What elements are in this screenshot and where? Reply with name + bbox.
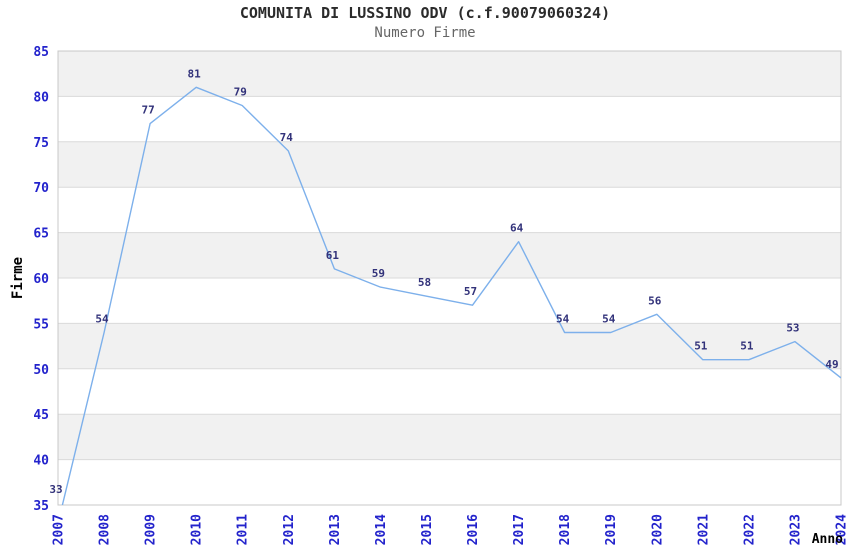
x-axis-title: Anno bbox=[812, 532, 843, 547]
data-label: 33 bbox=[49, 483, 62, 496]
data-label: 56 bbox=[648, 294, 662, 307]
data-label: 53 bbox=[786, 322, 799, 335]
data-label: 74 bbox=[280, 131, 294, 144]
x-tick-label: 2018 bbox=[558, 514, 573, 545]
y-tick-label: 40 bbox=[33, 454, 49, 469]
x-tick-label: 2022 bbox=[742, 514, 757, 545]
data-label: 58 bbox=[418, 276, 431, 289]
series-line bbox=[61, 86, 841, 505]
y-tick-label: 80 bbox=[33, 90, 49, 105]
data-label: 51 bbox=[694, 340, 708, 353]
x-tick-label: 2007 bbox=[52, 514, 67, 545]
y-tick-label: 50 bbox=[33, 363, 49, 378]
y-tick-label: 70 bbox=[33, 181, 49, 196]
x-tick-label: 2010 bbox=[190, 514, 205, 545]
x-tick-label: 2017 bbox=[512, 514, 527, 545]
y-tick-label: 55 bbox=[33, 317, 49, 332]
y-tick-label: 75 bbox=[33, 136, 49, 151]
y-tick-label: 45 bbox=[33, 408, 49, 423]
plot-band bbox=[58, 232, 841, 278]
data-label: 54 bbox=[602, 312, 616, 325]
x-tick-label: 2020 bbox=[650, 514, 665, 545]
data-label: 77 bbox=[141, 104, 154, 117]
data-label: 64 bbox=[510, 222, 524, 235]
data-label: 49 bbox=[825, 358, 838, 371]
y-tick-label: 35 bbox=[33, 499, 49, 514]
x-tick-label: 2011 bbox=[236, 514, 251, 545]
x-tick-label: 2016 bbox=[466, 514, 481, 545]
data-label: 51 bbox=[740, 340, 754, 353]
x-tick-label: 2023 bbox=[788, 514, 803, 545]
data-label: 57 bbox=[464, 285, 477, 298]
plot-band bbox=[58, 414, 841, 460]
x-tick-label: 2024 bbox=[835, 514, 850, 545]
data-label: 54 bbox=[95, 312, 109, 325]
data-label: 59 bbox=[372, 267, 385, 280]
plot-band bbox=[58, 323, 841, 369]
x-tick-label: 2009 bbox=[144, 514, 159, 545]
x-tick-label: 2021 bbox=[696, 514, 711, 545]
data-label: 61 bbox=[326, 249, 340, 262]
chart-title: COMUNITA DI LUSSINO ODV (c.f.90079060324… bbox=[239, 4, 611, 22]
x-tick-label: 2015 bbox=[420, 514, 435, 545]
y-tick-label: 65 bbox=[33, 227, 49, 242]
data-label: 79 bbox=[234, 85, 247, 98]
x-tick-label: 2019 bbox=[604, 514, 619, 545]
x-tick-label: 2013 bbox=[328, 514, 343, 545]
x-tick-label: 2012 bbox=[282, 514, 297, 545]
data-label: 54 bbox=[556, 312, 570, 325]
y-tick-label: 85 bbox=[33, 45, 49, 60]
plot-border bbox=[57, 50, 842, 506]
x-tick-label: 2008 bbox=[98, 514, 113, 545]
plot-band bbox=[58, 51, 841, 97]
y-axis-title: Firme bbox=[10, 257, 26, 299]
plot-band bbox=[58, 141, 841, 188]
x-tick-label: 2014 bbox=[374, 514, 389, 545]
data-label: 81 bbox=[188, 67, 202, 80]
y-tick-label: 60 bbox=[33, 272, 49, 287]
chart-subtitle: Numero Firme bbox=[374, 25, 476, 41]
